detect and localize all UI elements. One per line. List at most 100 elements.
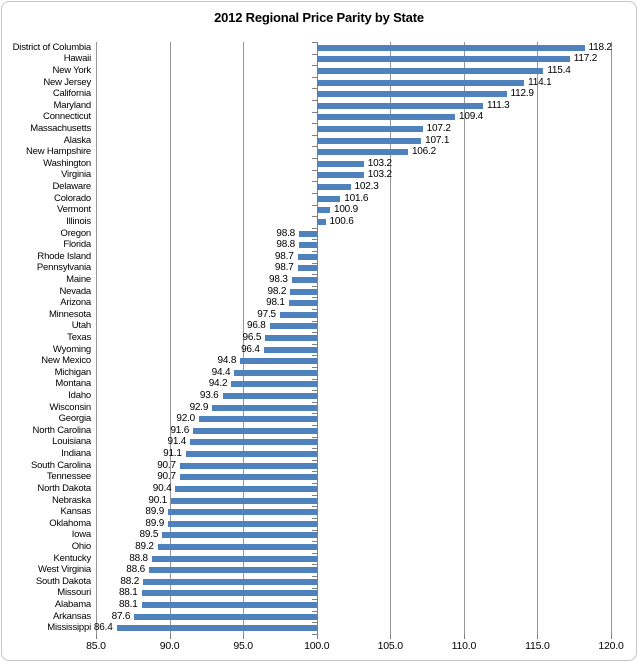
category-axis-tick [312, 413, 317, 414]
bar-value-label: 89.5 [108, 529, 158, 541]
bar [280, 312, 317, 318]
category-axis-tick [312, 251, 317, 252]
category-axis-tick [312, 518, 317, 519]
bar [317, 149, 408, 155]
category-label: Ohio [4, 541, 91, 553]
category-label: Kansas [4, 506, 91, 518]
category-axis-tick [312, 425, 317, 426]
category-axis-tick [312, 367, 317, 368]
category-label: West Virginia [4, 564, 91, 576]
category-axis-tick [312, 634, 317, 635]
bar [149, 567, 317, 573]
bar-value-label: 109.4 [459, 111, 509, 123]
bar [317, 45, 585, 51]
category-label: Michigan [4, 367, 91, 379]
bar [117, 625, 317, 631]
category-axis-tick [312, 402, 317, 403]
category-label: California [4, 88, 91, 100]
category-label: New Hampshire [4, 146, 91, 158]
category-axis-tick [312, 135, 317, 136]
category-axis-tick [312, 576, 317, 577]
category-axis-tick [312, 205, 317, 206]
category-label: Florida [4, 239, 91, 251]
bar-value-label: 96.8 [216, 320, 266, 332]
bar-value-label: 88.1 [88, 599, 138, 611]
category-axis-tick [312, 263, 317, 264]
bar [152, 556, 317, 562]
bar [317, 56, 570, 62]
x-tick-label: 105.0 [365, 640, 415, 652]
bar-value-label: 94.2 [177, 378, 227, 390]
category-label: New Mexico [4, 355, 91, 367]
x-tick-label: 85.0 [71, 640, 121, 652]
category-axis-tick [312, 123, 317, 124]
bar [317, 161, 364, 167]
bar [142, 590, 317, 596]
bar-value-label: 106.2 [412, 146, 462, 158]
bar [299, 231, 317, 237]
category-label: Rhode Island [4, 251, 91, 263]
bar [234, 370, 316, 376]
bar-value-label: 89.9 [114, 518, 164, 530]
category-axis-tick [312, 622, 317, 623]
bar-value-label: 103.2 [368, 169, 418, 181]
bar [317, 91, 507, 97]
bar-value-label: 89.2 [104, 541, 154, 553]
category-axis-tick [312, 506, 317, 507]
category-label: Minnesota [4, 309, 91, 321]
category-label: Arkansas [4, 611, 91, 623]
bar-value-label: 88.8 [98, 553, 148, 565]
category-label: North Carolina [4, 425, 91, 437]
bar-value-label: 98.8 [245, 228, 295, 240]
category-label: Nebraska [4, 495, 91, 507]
bar [143, 579, 317, 585]
x-axis-tick [243, 634, 244, 639]
bar-value-label: 118.2 [589, 42, 638, 54]
bar-value-label: 97.5 [226, 309, 276, 321]
category-label: South Dakota [4, 576, 91, 588]
category-axis-tick [312, 390, 317, 391]
bar-value-label: 93.6 [169, 390, 219, 402]
category-label: Mississippi [4, 622, 91, 634]
x-tick-label: 115.0 [512, 640, 562, 652]
category-label: Montana [4, 378, 91, 390]
category-label: Kentucky [4, 553, 91, 565]
bar [180, 474, 317, 480]
bar [317, 126, 423, 132]
x-tick-label: 110.0 [439, 640, 489, 652]
category-label: Hawaii [4, 53, 91, 65]
category-label: Missouri [4, 587, 91, 599]
x-axis-tick [96, 634, 97, 639]
category-axis-tick [312, 100, 317, 101]
bar [199, 416, 317, 422]
bar-value-label: 98.1 [235, 297, 285, 309]
category-axis-tick [312, 437, 317, 438]
x-axis-tick [464, 634, 465, 639]
bar [317, 114, 455, 120]
category-axis-tick [312, 460, 317, 461]
bar-value-label: 90.7 [126, 460, 176, 472]
category-label: Pennsylvania [4, 262, 91, 274]
category-label: Iowa [4, 529, 91, 541]
bar-value-label: 115.4 [547, 65, 597, 77]
category-label: Georgia [4, 413, 91, 425]
category-axis-tick [312, 321, 317, 322]
x-tick-label: 100.0 [292, 640, 342, 652]
bar [299, 242, 317, 248]
bar-value-label: 117.2 [574, 53, 624, 65]
category-label: Oregon [4, 228, 91, 240]
category-axis-tick [312, 239, 317, 240]
bar-value-label: 114.1 [528, 77, 578, 89]
bar-value-label: 89.9 [114, 506, 164, 518]
bar-value-label: 90.7 [126, 471, 176, 483]
bar [290, 289, 316, 295]
bar [212, 405, 316, 411]
bar [193, 428, 317, 434]
category-label: Wyoming [4, 344, 91, 356]
category-label: Illinois [4, 216, 91, 228]
category-axis-tick [312, 611, 317, 612]
category-axis-tick [312, 54, 317, 55]
bar-value-label: 98.7 [244, 262, 294, 274]
bar [298, 265, 317, 271]
